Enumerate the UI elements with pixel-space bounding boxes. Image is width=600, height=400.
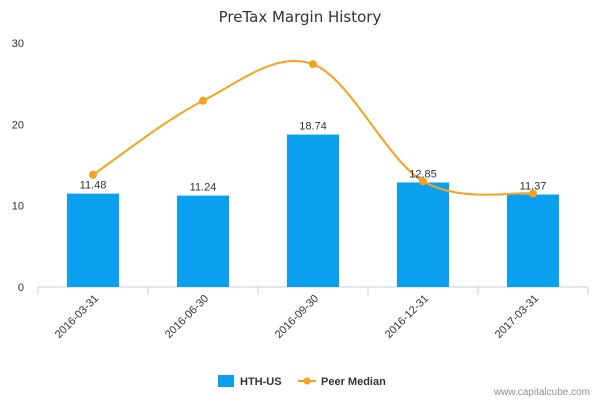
line-point[interactable]	[529, 189, 537, 198]
x-tick-label: 2017-03-31	[493, 293, 541, 341]
bar-data-label: 11.37	[520, 181, 547, 193]
x-tick-label: 2016-09-30	[273, 293, 321, 341]
line-point[interactable]	[89, 170, 97, 179]
line-point[interactable]	[199, 96, 207, 105]
x-tick-label: 2016-12-31	[383, 293, 431, 341]
bar-data-label: 11.48	[80, 180, 107, 192]
x-tick-label: 2016-03-31	[53, 293, 101, 341]
line-point[interactable]	[419, 177, 427, 186]
bar[interactable]	[397, 182, 449, 287]
legend-swatch-bar	[218, 375, 234, 387]
bar[interactable]	[177, 195, 229, 287]
x-tick-label: 2016-06-30	[163, 293, 211, 341]
bar-data-label: 12.85	[409, 168, 437, 180]
x-axis: 2016-03-31 2016-06-30 2016-09-30 2016-12-31…	[37, 286, 589, 341]
bar[interactable]	[287, 134, 339, 287]
data-labels: 11.48 11.24 18.74 12.85 11.37	[80, 121, 547, 194]
y-tick-label: 10	[12, 201, 24, 213]
y-axis: 0 10 20 30	[12, 38, 24, 294]
legend[interactable]: HTH-US Peer Median	[218, 375, 386, 388]
chart-title: PreTax Margin History	[219, 8, 382, 26]
legend-swatch-marker	[303, 377, 311, 385]
y-tick-label: 0	[18, 282, 24, 294]
bar-data-label: 11.24	[190, 182, 217, 194]
legend-label-bar[interactable]: HTH-US	[240, 376, 282, 388]
y-tick-label: 30	[12, 38, 24, 50]
legend-label-line[interactable]: Peer Median	[321, 376, 386, 388]
bar[interactable]	[67, 193, 119, 287]
y-tick-label: 20	[12, 119, 24, 131]
credit-text: www.capitalcube.com	[493, 387, 590, 398]
bar-series	[67, 134, 559, 287]
bar-data-label: 18.74	[299, 121, 327, 133]
line-series	[89, 59, 537, 198]
line-point[interactable]	[309, 60, 317, 69]
bar[interactable]	[507, 194, 559, 287]
